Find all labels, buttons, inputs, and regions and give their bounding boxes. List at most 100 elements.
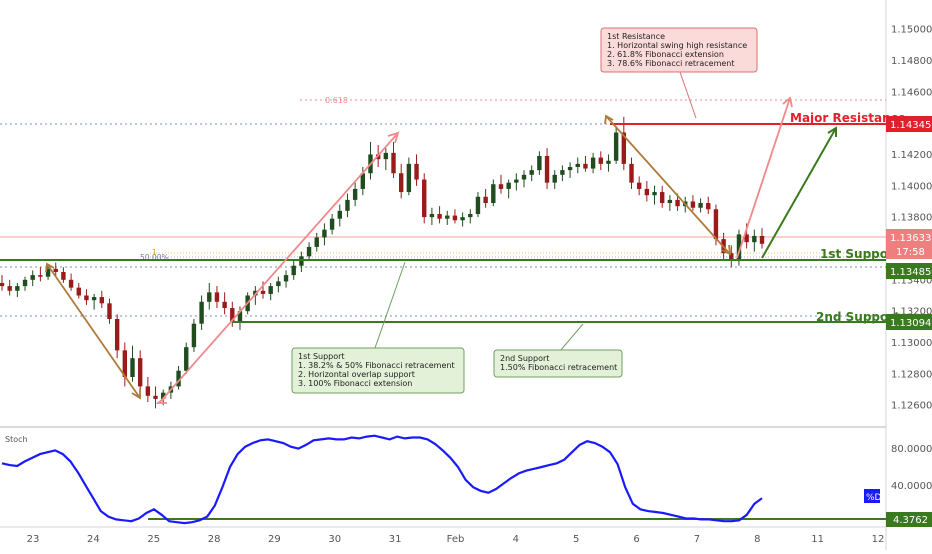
candle-body bbox=[706, 203, 711, 210]
current-price-countdown: 17:58 bbox=[896, 247, 925, 258]
candle-body bbox=[452, 215, 458, 221]
candle-body bbox=[38, 275, 43, 277]
candle-body bbox=[61, 271, 66, 280]
brown-down-arrowhead-1 bbox=[131, 389, 141, 400]
time-tick-label: 5 bbox=[573, 534, 579, 545]
candle-body bbox=[268, 286, 273, 294]
candle-body bbox=[445, 215, 450, 219]
candle-body bbox=[153, 395, 158, 399]
stoch-d-label-box bbox=[864, 489, 880, 503]
time-tick-label: 28 bbox=[208, 534, 221, 545]
candle-body bbox=[352, 188, 358, 200]
green-arrow-shaft bbox=[761, 127, 837, 259]
resistance-callout: 1st Resistance 1. Horizontal swing high … bbox=[600, 27, 758, 119]
pink-start-arrowhead bbox=[155, 396, 167, 404]
candle-body bbox=[575, 163, 580, 167]
pink-projection-arrowhead bbox=[782, 96, 793, 108]
stoch-value-tag bbox=[886, 512, 932, 527]
candle-body bbox=[613, 132, 619, 161]
price-tick-label: 1.14600 bbox=[891, 87, 932, 98]
candle-body bbox=[314, 237, 319, 247]
time-tick-label: 6 bbox=[633, 534, 639, 545]
candle-body bbox=[483, 196, 488, 204]
support1-callout-box bbox=[291, 347, 465, 394]
pink-arrows bbox=[155, 96, 793, 404]
candle-body bbox=[99, 297, 104, 304]
candle-body bbox=[322, 229, 327, 238]
candle-body bbox=[644, 188, 650, 196]
candle-body bbox=[475, 196, 481, 214]
time-tick-label: 31 bbox=[389, 534, 402, 545]
candle-body bbox=[636, 182, 642, 189]
stoch-value-tag-text: 4.3762 bbox=[893, 515, 928, 526]
candle-body bbox=[237, 311, 243, 323]
time-tick-label: 24 bbox=[87, 534, 100, 545]
candle-body bbox=[15, 286, 20, 291]
time-tick-label: 12 bbox=[872, 534, 885, 545]
fib-618-label: 0.618 bbox=[325, 96, 348, 105]
brown-down-arrow-1 bbox=[46, 263, 141, 399]
brown-start-arrowhead-2 bbox=[604, 114, 614, 125]
brown-arrows bbox=[45, 114, 732, 400]
current-price-tag-value: 1.13633 bbox=[890, 233, 931, 244]
stoch-d-line bbox=[1, 434, 763, 525]
candle-body bbox=[306, 246, 312, 257]
second-support-tag bbox=[886, 314, 932, 330]
candle-body bbox=[291, 265, 296, 276]
candle-body bbox=[53, 268, 58, 272]
candle-body bbox=[345, 199, 350, 211]
candle-body bbox=[583, 163, 588, 169]
candle-body bbox=[84, 295, 89, 301]
major-resistance-text: Major Resistance bbox=[790, 111, 906, 125]
candle-body bbox=[30, 275, 35, 280]
candle-body bbox=[137, 358, 143, 387]
candle-body bbox=[76, 287, 81, 296]
candle-body bbox=[329, 218, 335, 230]
candle-body bbox=[590, 157, 596, 169]
resistance-callout-line-1: 1. Horizontal swing high resistance bbox=[607, 41, 747, 50]
candle-body bbox=[759, 235, 765, 244]
time-tick-label: 23 bbox=[27, 534, 40, 545]
pink-up-arrow-shaft bbox=[159, 132, 399, 403]
price-tick-label: 1.14000 bbox=[891, 181, 932, 192]
candle-body bbox=[713, 209, 719, 240]
candle-body bbox=[514, 179, 519, 183]
candle-body bbox=[675, 199, 680, 207]
support1-callout-line-2: 2. Horizontal overlap support bbox=[298, 370, 415, 379]
fib-50-label: 50.00% bbox=[140, 253, 169, 262]
candle-body bbox=[91, 297, 97, 301]
candle-body bbox=[230, 308, 235, 323]
support1-callout-pointer bbox=[374, 261, 406, 349]
time-tick-label: 11 bbox=[811, 534, 824, 545]
price-tick-label: 1.13800 bbox=[891, 213, 932, 224]
candle-body bbox=[729, 253, 734, 262]
brown-down-arrowhead-2 bbox=[721, 244, 732, 256]
pink-projection-arrow-shaft bbox=[736, 97, 791, 259]
price-tags: 1.14345 1.13633 17:58 1.13485 1.13094 bbox=[886, 116, 932, 330]
candle-body bbox=[391, 152, 396, 174]
candle-body bbox=[544, 156, 550, 183]
stoch-d-label: %D bbox=[866, 493, 882, 503]
price-tick-label: 1.12600 bbox=[891, 401, 932, 412]
support1-callout-line-3: 3. 100% Fibonacci extension bbox=[298, 379, 412, 388]
candle-body bbox=[744, 234, 749, 243]
candle-body bbox=[207, 292, 212, 302]
major-resistance-tag-value: 1.14345 bbox=[890, 120, 931, 131]
candle-body bbox=[68, 279, 74, 288]
time-tick-label: 4 bbox=[513, 534, 519, 545]
candle-body bbox=[130, 358, 135, 377]
support1-callout: 1st Support 1. 38.2% & 50% Fibonacci ret… bbox=[291, 261, 465, 394]
candle-body bbox=[383, 152, 389, 160]
candle-body bbox=[736, 234, 742, 262]
candle-body bbox=[460, 217, 465, 221]
time-tick-label: 25 bbox=[147, 534, 160, 545]
candle-body bbox=[468, 214, 473, 218]
resistance-callout-pointer bbox=[679, 71, 697, 119]
candle-body bbox=[299, 256, 304, 266]
price-tick-label: 1.13200 bbox=[891, 307, 932, 318]
candle-body bbox=[45, 268, 51, 277]
candle-body bbox=[567, 166, 573, 171]
candle-body bbox=[406, 163, 412, 193]
stoch-title: Stoch bbox=[5, 435, 28, 444]
